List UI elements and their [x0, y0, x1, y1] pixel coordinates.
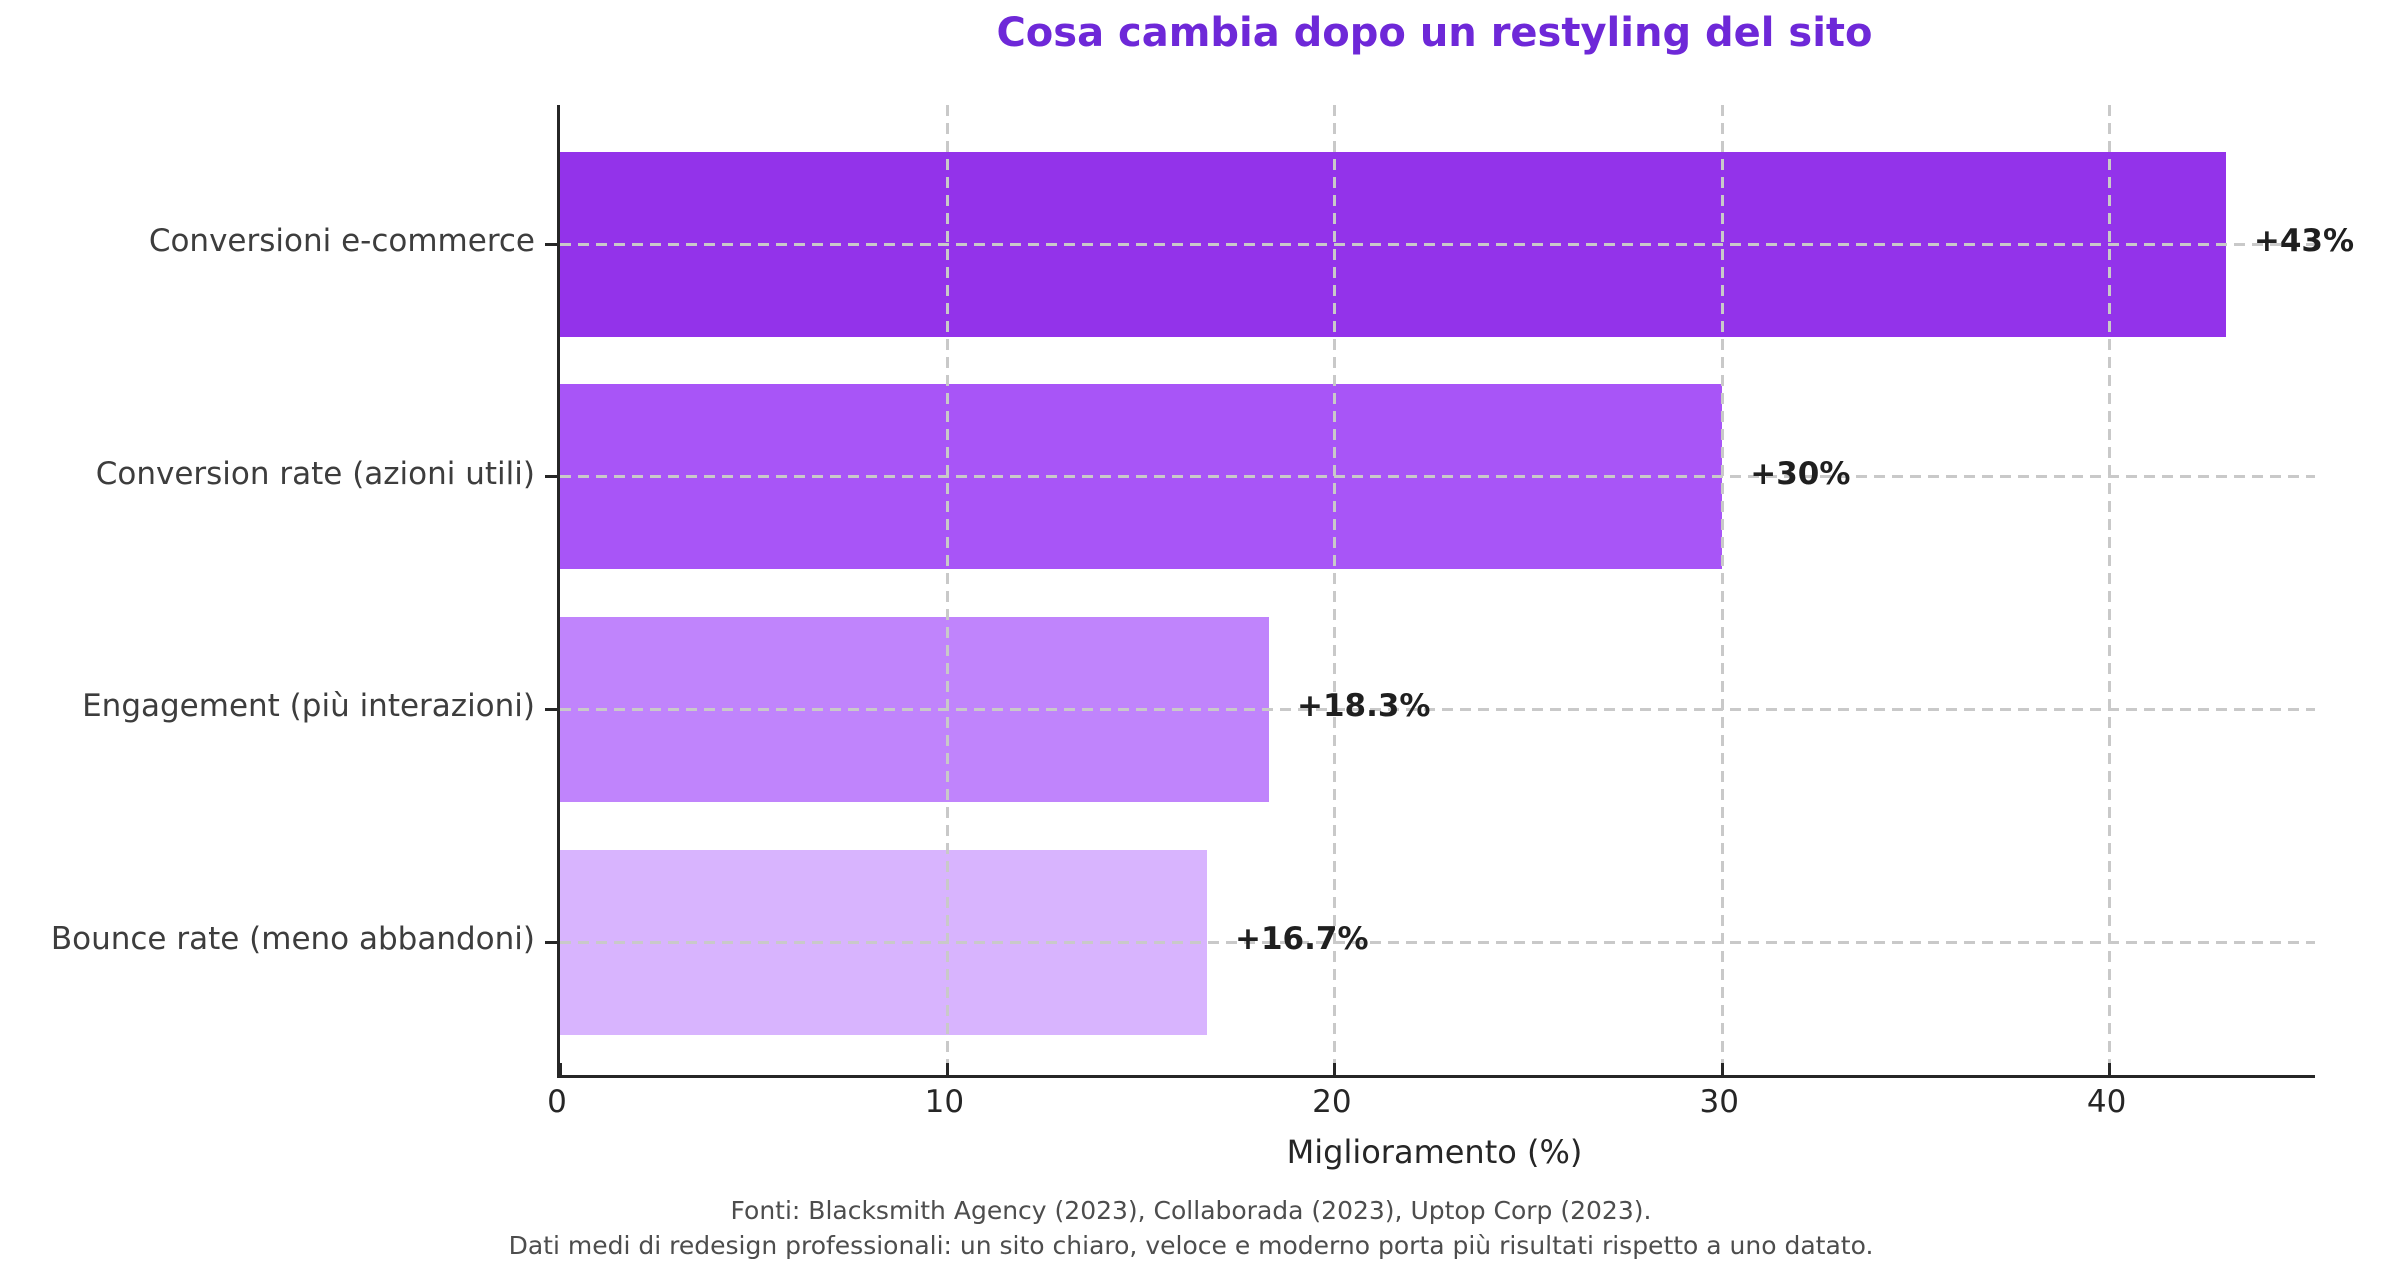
x-tick-mark [945, 1063, 949, 1075]
value-label: +16.7% [1234, 921, 1369, 958]
y-gridline [560, 940, 2315, 944]
footer-sources: Fonti: Blacksmith Agency (2023), Collabo… [730, 1196, 1652, 1225]
x-gridline [945, 105, 949, 1075]
value-label: +18.3% [1296, 688, 1431, 725]
x-tick-mark [2108, 1063, 2112, 1075]
x-tick-label: 20 [1312, 1084, 1352, 1120]
x-tick-label: 0 [547, 1084, 567, 1120]
x-axis-label: Miglioramento (%) [1286, 1133, 1583, 1171]
plot-area: +43% +30% +18.3% +16.7% [557, 105, 2354, 1078]
x-gridline [2108, 105, 2112, 1075]
y-tick-mark [545, 475, 557, 479]
category-label: Conversion rate (azioni utili) [95, 455, 535, 492]
x-tick-label: 10 [924, 1084, 965, 1120]
y-tick-mark [545, 242, 557, 246]
y-gridline [560, 242, 2315, 246]
category-label: Conversioni e-commerce [148, 223, 535, 259]
x-tick-label: 30 [1699, 1084, 1739, 1120]
x-gridline [1333, 105, 1337, 1075]
category-label: Engagement (più interazioni) [82, 688, 535, 725]
x-tick-mark [1333, 1063, 1337, 1075]
chart-title: Cosa cambia dopo un restyling del sito [996, 10, 1873, 56]
y-gridline [560, 475, 2315, 479]
value-label: +30% [1750, 455, 1851, 492]
x-tick-mark [558, 1063, 562, 1075]
y-tick-mark [545, 940, 557, 944]
footer-note: Dati medi di redesign professionali: un … [508, 1231, 1874, 1260]
y-tick-mark [545, 707, 557, 711]
x-gridline [1720, 105, 1724, 1075]
x-tick-label: 40 [2086, 1084, 2127, 1120]
value-label: +43% [2253, 223, 2355, 259]
x-tick-mark [1720, 1063, 1724, 1075]
category-label: Bounce rate (meno abbandoni) [50, 921, 535, 958]
y-gridline [560, 707, 2315, 711]
